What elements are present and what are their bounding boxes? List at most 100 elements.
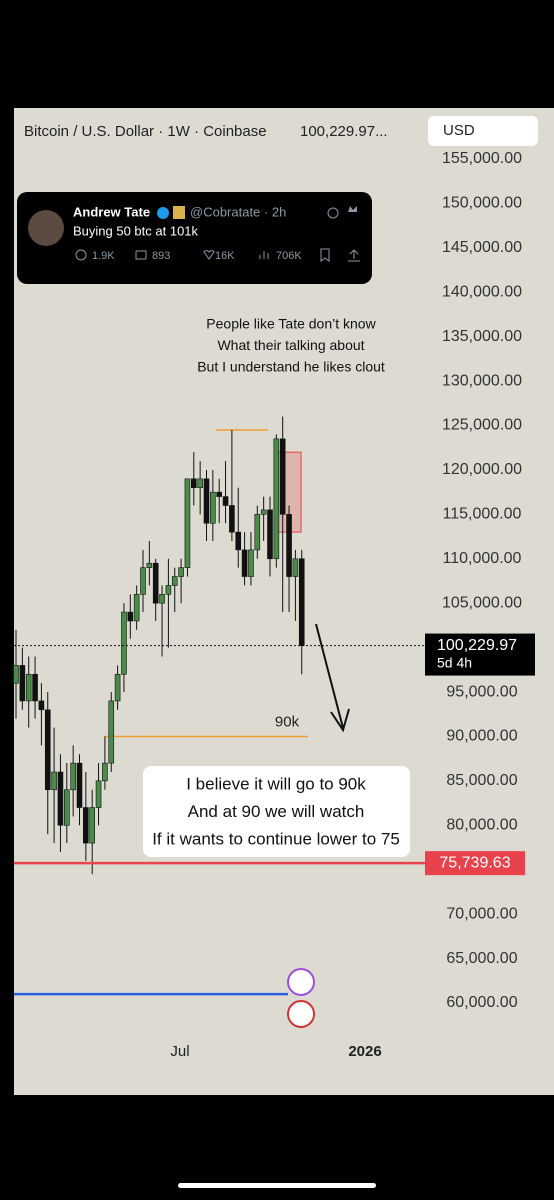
y-tick-label: 115,000.00: [443, 506, 522, 523]
candle-body: [178, 567, 184, 577]
candle-body: [279, 438, 286, 515]
candle-body: [292, 558, 299, 577]
annotation-text: But I understand he likes clout: [197, 359, 385, 375]
y-tick-label: 80,000.00: [446, 817, 517, 834]
candle-body: [159, 594, 165, 604]
candle-body: [76, 762, 83, 808]
annotation-text: I believe it will go to 90k: [186, 774, 366, 793]
annotation-text: People like Tate don’t know: [206, 316, 376, 332]
candle-body: [121, 611, 127, 675]
candle-body: [203, 478, 210, 524]
y-tick-label: 60,000.00: [446, 994, 517, 1011]
y-tick-label: 110,000.00: [443, 550, 522, 567]
candle-body: [133, 594, 140, 622]
candle-body: [248, 549, 254, 577]
current-price-tag: [425, 633, 535, 676]
candle-body: [70, 762, 76, 791]
candle-body: [38, 700, 45, 711]
header-price: 100,229.97...: [300, 123, 388, 140]
view-count[interactable]: 706K: [276, 250, 302, 262]
home-indicator[interactable]: [178, 1183, 376, 1188]
candle-body: [260, 509, 267, 515]
repost-icon[interactable]: [135, 250, 147, 260]
candle-body: [51, 771, 57, 791]
more-icon[interactable]: [348, 206, 357, 212]
reply-count[interactable]: 1.9K: [92, 250, 115, 262]
candle-body: [171, 576, 178, 586]
y-tick-label: 105,000.00: [442, 594, 522, 611]
candle-body: [127, 611, 134, 622]
annotation-text: If it wants to continue lower to 75: [152, 829, 400, 848]
candle-body: [210, 491, 216, 524]
candle-body: [229, 505, 235, 533]
flash-icon[interactable]: [287, 968, 315, 996]
candle-body: [108, 700, 115, 764]
bookmark-icon[interactable]: [320, 248, 330, 262]
affiliate-badge: [173, 206, 185, 219]
y-tick-label: 95,000.00: [446, 683, 517, 700]
annotation-box: [143, 766, 410, 857]
tweet-handle: @Cobratate · 2h: [190, 204, 286, 219]
alert-label: 75,739.63: [439, 854, 510, 871]
y-tick-label: 150,000.00: [442, 195, 522, 212]
annotation-text: And at 90 we will watch: [188, 802, 365, 821]
views-icon[interactable]: [259, 251, 269, 259]
grok-icon[interactable]: [327, 207, 339, 219]
y-tick-label: 140,000.00: [442, 283, 522, 300]
candle-body: [146, 562, 153, 568]
y-tick-label: 155,000.00: [442, 150, 522, 167]
chart-title: Bitcoin / U.S. Dollar · 1W · Coinbase: [24, 123, 267, 140]
candle-body: [222, 496, 229, 506]
candle-body: [241, 549, 248, 577]
candle-body: [140, 567, 146, 595]
level-label: 90k: [275, 713, 300, 730]
x-tick-label: Jul: [170, 1043, 189, 1060]
arrow: [315, 623, 350, 733]
candle-body: [114, 673, 121, 702]
share-icon[interactable]: [348, 249, 360, 262]
current-price-label: 100,229.97: [437, 637, 517, 654]
y-tick-label: 65,000.00: [446, 950, 517, 967]
tweet-card: Andrew Tate @Cobratate · 2h Buying 50 bt…: [17, 192, 372, 284]
candle-body: [64, 789, 70, 826]
reply-icon[interactable]: [75, 249, 87, 261]
repost-count[interactable]: 893: [152, 250, 170, 262]
countdown: 5d 4h: [437, 654, 472, 670]
y-tick-label: 130,000.00: [442, 372, 522, 389]
tweet-name: Andrew Tate: [73, 204, 150, 219]
y-tick-label: 120,000.00: [442, 461, 522, 478]
x-tick-label: 2026: [348, 1043, 381, 1060]
candle-body: [235, 531, 242, 551]
like-count[interactable]: 16K: [215, 250, 235, 262]
candle-body: [95, 780, 102, 808]
tweet-text: Buying 50 btc at 101k: [73, 223, 199, 238]
like-icon[interactable]: [203, 250, 215, 260]
candle-body: [254, 514, 261, 551]
candle-body: [32, 673, 38, 702]
verified-badge: [157, 207, 169, 219]
y-tick-label: 135,000.00: [442, 328, 522, 345]
tweet-bg: [17, 192, 372, 284]
candle-body: [57, 771, 64, 826]
candle-body: [191, 478, 197, 489]
currency-button[interactable]: [428, 116, 538, 146]
alert-tag: [425, 851, 525, 876]
candle-body: [267, 509, 273, 560]
currency[interactable]: USD: [443, 122, 475, 139]
candle-body: [152, 562, 159, 604]
y-tick-label: 145,000.00: [442, 239, 522, 256]
plot: 155,000.00 150,000.00 145,000.00 140,000.00…: [13, 150, 535, 1060]
candle-body: [25, 673, 32, 702]
candle-body: [102, 762, 108, 782]
candle-body: [89, 807, 95, 844]
annotation-text: What their talking about: [217, 337, 364, 353]
candle-body: [286, 514, 292, 577]
y-tick-label: 70,000.00: [446, 905, 517, 922]
flag-icon[interactable]: [287, 1000, 315, 1028]
candle-body: [83, 807, 89, 844]
candle-body: [298, 558, 305, 646]
avatar: [28, 210, 64, 246]
candle-body: [216, 491, 222, 497]
